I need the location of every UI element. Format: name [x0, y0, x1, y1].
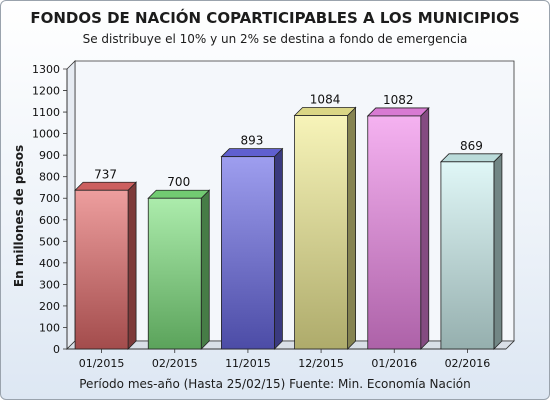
y-tick-label: 1300	[32, 63, 60, 76]
chart-title: FONDOS DE NACIÓN COPARTICIPABLES A LOS M…	[30, 9, 520, 27]
x-tick-label: 11/2015	[225, 357, 271, 370]
x-tick-label: 12/2015	[298, 357, 344, 370]
plot-side-wall	[66, 60, 76, 350]
bar-top	[293, 107, 357, 116]
bar-top	[74, 181, 138, 191]
y-tick-label: 300	[39, 278, 60, 291]
chart-subtitle: Se distribuye el 10% y un 2% se destina …	[82, 32, 468, 46]
data-label: 869	[460, 139, 483, 153]
bar-front	[221, 156, 275, 350]
bar-02/2016	[439, 152, 503, 350]
y-tick-label: 400	[39, 257, 60, 270]
bar-front	[440, 161, 495, 350]
x-tick-label: 02/2016	[445, 357, 491, 370]
bar-top	[147, 189, 211, 199]
bar-side	[274, 147, 283, 350]
x-axis-title: Período mes-año (Hasta 25/02/15) Fuente:…	[79, 377, 471, 391]
y-tick-label: 600	[39, 214, 60, 227]
bar-side	[127, 181, 137, 350]
y-tick-label: 100	[39, 321, 60, 334]
y-tick-label: 800	[39, 171, 60, 184]
y-tick-label: 200	[39, 300, 60, 313]
y-tick-label: 700	[39, 192, 60, 205]
bar-01/2015	[74, 181, 138, 350]
bar-side	[200, 189, 210, 350]
bar-11/2015	[220, 147, 284, 350]
bar-side	[347, 106, 356, 350]
data-label: 1084	[310, 93, 341, 107]
x-tick-label: 01/2016	[371, 357, 417, 370]
data-label: 1082	[383, 93, 414, 107]
data-label: 700	[167, 175, 190, 189]
y-tick-label: 1100	[32, 106, 60, 119]
y-tick-label: 1000	[32, 128, 60, 141]
x-tick-label: 02/2015	[152, 357, 198, 370]
y-tick-label: 500	[39, 235, 60, 248]
bar-top	[439, 153, 503, 163]
bar-top	[220, 148, 284, 158]
bar-side	[493, 152, 503, 350]
x-tick-label: 01/2015	[79, 357, 125, 370]
bar-12/2015	[293, 106, 357, 350]
data-label: 893	[240, 134, 263, 148]
bar-side	[420, 106, 430, 350]
bar-top	[366, 107, 430, 117]
y-tick-label: 1200	[32, 85, 60, 98]
bar-01/2016	[366, 106, 430, 350]
y-tick-label: 0	[53, 343, 60, 356]
bar-front	[294, 115, 348, 350]
bar-front	[74, 189, 129, 350]
bar-front	[367, 115, 422, 350]
data-label: 737	[94, 167, 117, 181]
y-tick-label: 900	[39, 149, 60, 162]
bar-front	[147, 197, 202, 350]
bar-02/2015	[147, 189, 211, 350]
